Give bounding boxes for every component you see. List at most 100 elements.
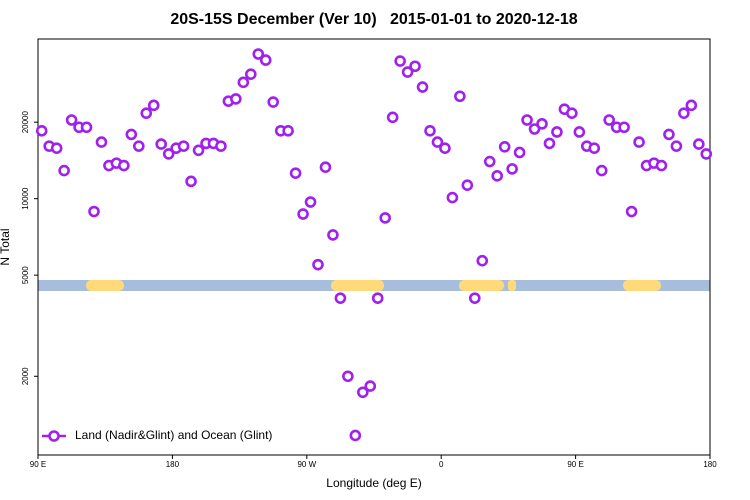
point: [192, 144, 205, 157]
point: [439, 142, 451, 154]
x-tick-label: 90 E: [30, 460, 46, 469]
point: [655, 159, 668, 172]
land-band: [86, 280, 124, 291]
point: [215, 140, 227, 152]
y-tick-label: 20000: [21, 111, 30, 134]
point: [356, 386, 369, 399]
point: [334, 292, 347, 304]
point: [678, 107, 690, 119]
point: [461, 179, 474, 191]
chart-title: 20S-15S December (Ver 10) 2015-01-01 to …: [170, 11, 577, 28]
point: [327, 229, 339, 241]
land-band: [459, 280, 504, 291]
point: [289, 167, 302, 179]
point: [35, 124, 48, 137]
point: [88, 205, 100, 218]
point: [625, 205, 638, 218]
point: [536, 118, 548, 130]
y-tick-label: 2000: [21, 367, 30, 385]
point: [416, 81, 429, 93]
point: [468, 292, 481, 304]
point: [319, 161, 332, 174]
point: [177, 140, 190, 152]
point: [304, 196, 317, 208]
point: [566, 107, 578, 119]
point: [483, 155, 496, 168]
point: [528, 123, 541, 135]
point: [603, 114, 616, 126]
x-tick-label: 180: [703, 460, 717, 469]
point: [618, 121, 630, 134]
point: [65, 114, 78, 126]
plot-frame: [37, 38, 711, 456]
series: [35, 48, 713, 442]
land-band: [508, 280, 516, 291]
point: [700, 148, 713, 160]
point: [506, 163, 518, 175]
x-tick-label: 90 E: [567, 460, 583, 469]
point: [573, 126, 586, 138]
point: [476, 254, 489, 267]
point: [282, 124, 294, 137]
point: [588, 142, 601, 154]
x-tick-label: 180: [166, 460, 180, 469]
land-band: [623, 280, 661, 291]
y-tick-label: 10000: [21, 187, 30, 210]
point: [364, 380, 377, 392]
point: [692, 138, 705, 150]
point: [685, 99, 698, 112]
point: [401, 66, 414, 78]
point: [446, 191, 459, 204]
x-tick-label: 90 W: [297, 460, 316, 469]
point: [133, 140, 145, 152]
point: [386, 111, 399, 124]
x-tick-label: 0: [439, 460, 444, 469]
point: [155, 138, 167, 150]
point: [409, 60, 421, 73]
point: [312, 258, 324, 271]
point: [543, 137, 556, 150]
point: [80, 121, 93, 134]
point: [498, 141, 511, 153]
point: [118, 159, 130, 172]
point: [431, 136, 444, 148]
point: [454, 90, 466, 103]
point: [125, 128, 138, 141]
legend-label: Land (Nadir&Glint) and Ocean (Glint): [75, 428, 272, 442]
point: [95, 136, 108, 148]
land-band: [331, 280, 384, 291]
legend-marker: [48, 430, 60, 442]
y-tick-label: 5000: [21, 266, 30, 284]
point: [259, 54, 272, 66]
point: [58, 164, 70, 177]
point: [379, 212, 392, 224]
point: [237, 76, 250, 89]
point: [252, 48, 265, 60]
point: [297, 208, 309, 220]
point: [342, 370, 354, 383]
surface-band: [38, 280, 710, 291]
point: [140, 107, 153, 119]
point: [267, 96, 280, 108]
point: [50, 142, 63, 154]
point: [513, 146, 526, 159]
point: [521, 114, 533, 126]
y-axis-label: N Total: [0, 228, 12, 265]
point: [349, 429, 362, 442]
point: [551, 126, 563, 138]
point: [245, 68, 257, 80]
x-axis-label: Longitude (deg E): [326, 476, 421, 490]
point: [491, 170, 504, 182]
point: [185, 175, 197, 188]
point: [394, 55, 406, 67]
point: [663, 128, 675, 141]
point: [595, 164, 608, 177]
point: [424, 124, 436, 137]
point: [371, 292, 384, 304]
point: [147, 99, 160, 112]
point: [633, 136, 645, 148]
point: [162, 148, 175, 160]
point: [670, 140, 683, 152]
point: [230, 93, 242, 105]
